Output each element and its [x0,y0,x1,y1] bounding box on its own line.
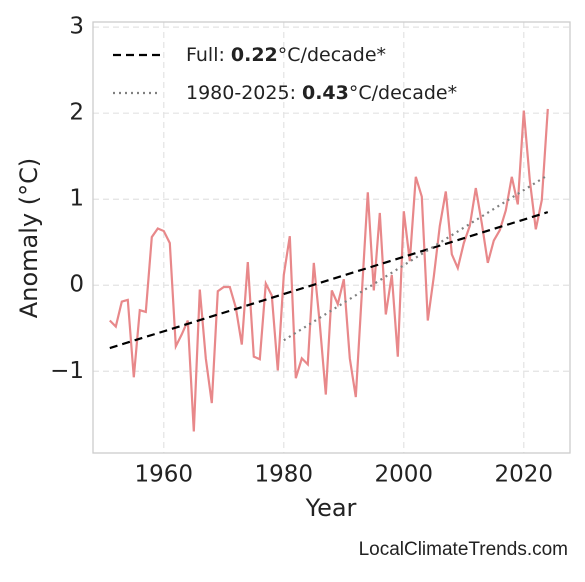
x-tick-label: 1960 [135,462,194,488]
y-tick-label: 2 [69,100,84,126]
legend-unit: °C/decade* [349,82,457,104]
x-tick-label: 2000 [375,462,434,488]
y-tick-label: 1 [69,186,84,212]
y-tick-label: 0 [69,272,84,298]
legend-slope: 0.22 [231,44,278,66]
legend-unit: °C/decade* [278,44,386,66]
legend-entry: 1980-2025: 0.43°C/decade* [186,82,457,104]
x-tick-label: 1980 [255,462,314,488]
trend-line [283,174,549,342]
x-axis-label: Year [305,494,357,522]
plot-frame [92,21,571,454]
x-tick-label: 2020 [495,462,554,488]
legend-slope: 0.43 [302,82,349,104]
legend-name: Full: [186,44,225,66]
source-credit: LocalClimateTrends.com [359,539,568,560]
y-axis-label: Anomaly (°C) [15,158,43,318]
y-tick-label: −1 [50,358,84,384]
data-line [109,108,549,432]
trend-line [109,211,549,350]
legend-entry: Full: 0.22°C/decade* [186,44,386,66]
legend-name: 1980-2025: [186,82,296,104]
y-tick-label: 3 [69,14,84,40]
